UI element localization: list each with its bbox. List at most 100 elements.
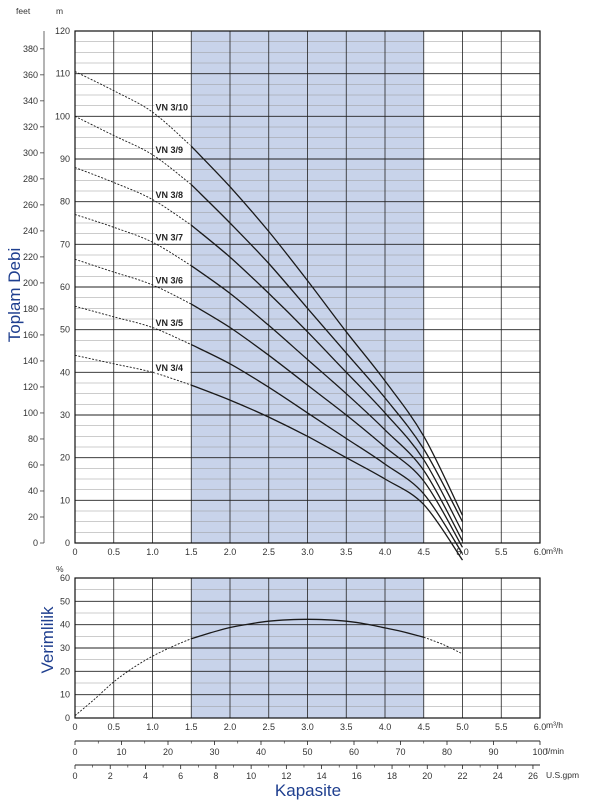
curve-label: VN 3/6 <box>156 275 184 285</box>
usgpm-tick-label: 0 <box>72 771 77 781</box>
curve-dotted-segment <box>74 167 192 226</box>
meter-tick-label: 40 <box>60 367 70 377</box>
feet-tick-label: 300 <box>23 148 38 158</box>
feet-tick-label: 140 <box>23 356 38 366</box>
meter-tick-label: 30 <box>60 410 70 420</box>
lmin-unit-label: l/min <box>546 746 564 756</box>
feet-tick-label: 360 <box>23 70 38 80</box>
x-tick-label: 4.5 <box>417 547 430 557</box>
feet-tick-label: 60 <box>28 460 38 470</box>
curve-label-bg <box>154 274 191 286</box>
x-tick-label: 5.5 <box>495 722 508 732</box>
feet-tick-label: 40 <box>28 486 38 496</box>
feet-tick-label: 220 <box>23 252 38 262</box>
feet-tick-label: 340 <box>23 96 38 106</box>
lmin-tick-label: 20 <box>163 747 173 757</box>
usgpm-tick-label: 2 <box>108 771 113 781</box>
feet-tick-label: 380 <box>23 44 38 54</box>
curve-label-bg <box>154 317 191 329</box>
curve-label-bg <box>154 362 191 374</box>
curve-solid-segment <box>190 265 464 542</box>
usgpm-tick-label: 12 <box>281 771 291 781</box>
usgpm-tick-label: 4 <box>143 771 148 781</box>
x-tick-label: 0.5 <box>107 722 120 732</box>
lmin-tick-label: 10 <box>116 747 126 757</box>
x-tick-label: 2.5 <box>262 547 275 557</box>
efficiency-tick-label: 20 <box>60 666 70 676</box>
meter-tick-label: 10 <box>60 495 70 505</box>
curve-dotted-segment <box>74 354 192 386</box>
x-unit-label: m³/h <box>546 720 563 730</box>
usgpm-tick-label: 6 <box>178 771 183 781</box>
curve-label: VN 3/10 <box>156 103 189 113</box>
feet-tick-label: 80 <box>28 434 38 444</box>
usgpm-tick-label: 14 <box>317 771 327 781</box>
lmin-tick-label: 80 <box>442 747 452 757</box>
efficiency-tick-label: 40 <box>60 620 70 630</box>
x-tick-label: 6.0 <box>534 547 547 557</box>
x-tick-label: 0 <box>72 722 77 732</box>
curve-solid-segment <box>190 145 464 516</box>
usgpm-tick-label: 24 <box>493 771 503 781</box>
curve-dotted-segment <box>74 258 192 305</box>
usgpm-unit-label: U.S.gpm <box>546 770 579 780</box>
x-unit-label: m³/h <box>546 546 563 556</box>
x-tick-label: 4.0 <box>379 722 392 732</box>
curve-label: VN 3/8 <box>156 190 184 200</box>
feet-tick-label: 160 <box>23 330 38 340</box>
x-tick-label: 3.5 <box>340 722 353 732</box>
lmin-tick-label: 60 <box>349 747 359 757</box>
feet-tick-label: 320 <box>23 122 38 132</box>
lmin-tick-label: 30 <box>209 747 219 757</box>
meter-tick-label: 20 <box>60 453 70 463</box>
usgpm-tick-label: 16 <box>352 771 362 781</box>
curve-label-bg <box>154 144 191 156</box>
meter-tick-label: 50 <box>60 325 70 335</box>
curve-dotted-segment <box>74 115 192 185</box>
curve-solid-segment <box>190 224 464 533</box>
meter-tick-label: 110 <box>56 69 70 79</box>
meter-unit-label: m <box>56 6 63 16</box>
efficiency-curve-solid <box>191 618 424 640</box>
x-tick-label: 3.0 <box>301 722 314 732</box>
x-tick-label: 1.5 <box>185 547 198 557</box>
capacity-title: Kapasite <box>275 781 341 800</box>
x-tick-label: 2.0 <box>224 722 237 732</box>
lmin-tick-label: 40 <box>256 747 266 757</box>
plot-frame <box>74 577 541 719</box>
meter-tick-label: 0 <box>65 538 70 548</box>
curve-solid-segment <box>190 184 464 523</box>
curve-label-bg <box>154 102 191 114</box>
lmin-tick-label: 0 <box>72 747 77 757</box>
usgpm-tick-label: 8 <box>213 771 218 781</box>
curve-solid-segment <box>191 344 464 555</box>
head-axis-title: Toplam Debi <box>5 248 24 343</box>
feet-tick-label: 280 <box>23 174 38 184</box>
feet-tick-label: 240 <box>23 226 38 236</box>
x-tick-label: 0 <box>72 547 77 557</box>
curve-solid-segment <box>191 384 464 561</box>
usgpm-tick-label: 18 <box>387 771 397 781</box>
curve-dotted-segment <box>74 71 192 147</box>
curve-label-bg <box>154 189 191 201</box>
usgpm-tick-label: 26 <box>528 771 538 781</box>
x-tick-label: 1.0 <box>146 547 159 557</box>
meter-tick-label: 70 <box>60 239 70 249</box>
efficiency-tick-label: 30 <box>60 643 70 653</box>
feet-tick-label: 100 <box>23 408 38 418</box>
plot-frame <box>74 30 541 544</box>
x-tick-label: 1.5 <box>185 722 198 732</box>
efficiency-chart: 0 10 20 30 40 50 60 0 0.5 1.0 1.5 2.0 2.5 3.0 3.5 4.0 4.… <box>60 573 563 732</box>
x-tick-label: 4.0 <box>379 547 392 557</box>
feet-tick-label: 0 <box>33 538 38 548</box>
x-tick-label: 5.0 <box>456 547 469 557</box>
usgpm-tick-label: 20 <box>422 771 432 781</box>
x-tick-label: 5.0 <box>456 722 469 732</box>
meter-tick-label: 60 <box>60 282 70 292</box>
x-tick-label: 2.5 <box>262 722 275 732</box>
feet-tick-label: 20 <box>28 512 38 522</box>
lmin-tick-label: 100 <box>532 747 547 757</box>
x-tick-label: 3.5 <box>340 547 353 557</box>
